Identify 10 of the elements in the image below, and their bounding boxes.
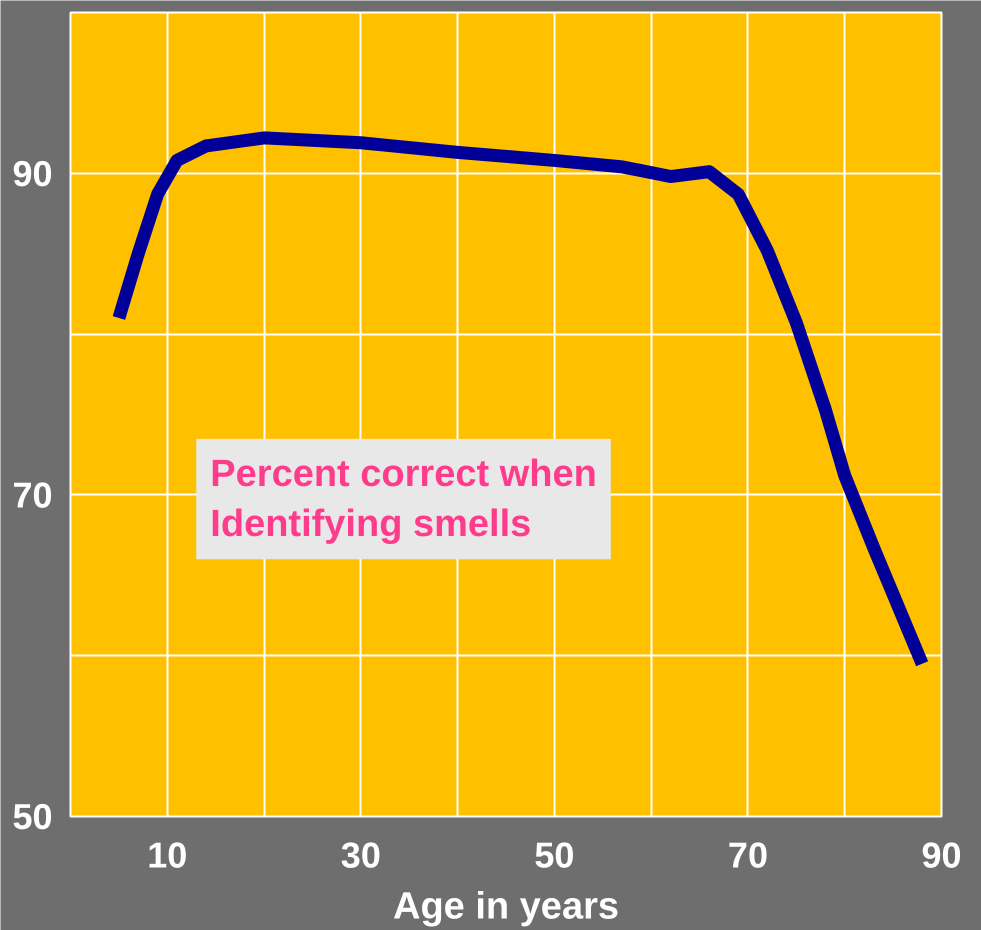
y-tick-label: 70 xyxy=(12,474,53,516)
x-axis-title: Age in years xyxy=(393,886,619,928)
y-tick-label: 90 xyxy=(12,152,53,194)
x-tick-label: 90 xyxy=(921,834,962,876)
annotation: Percent correct when Identifying smells xyxy=(210,452,597,546)
x-tick-label: 70 xyxy=(728,834,768,876)
x-tick-label: 50 xyxy=(534,834,574,876)
y-tick-label: 50 xyxy=(12,796,53,837)
x-tick-label: 30 xyxy=(340,834,381,876)
x-tick-label: 10 xyxy=(147,834,188,876)
